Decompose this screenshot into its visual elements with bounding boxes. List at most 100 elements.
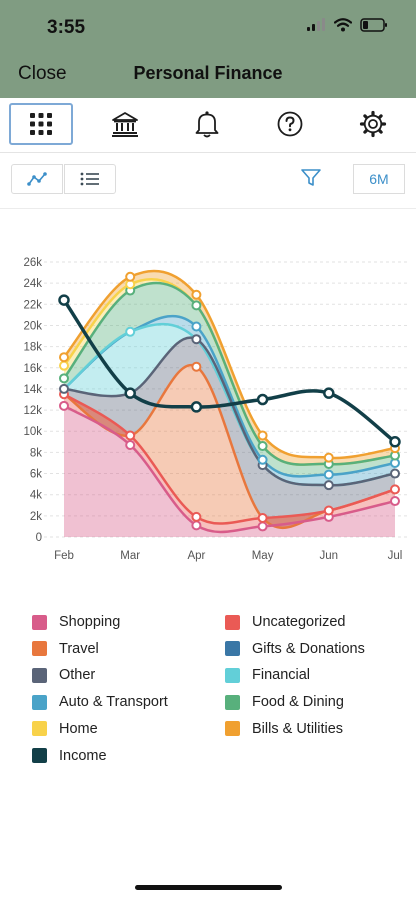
income-point[interactable] xyxy=(323,387,335,399)
area-food-dining xyxy=(64,283,395,477)
y-tick-label: 20k xyxy=(23,320,42,332)
y-tick-label: 8k xyxy=(30,447,42,459)
status-icons xyxy=(306,18,388,32)
y-tick-label: 26k xyxy=(23,257,42,269)
area-financial xyxy=(64,324,395,486)
data-point[interactable] xyxy=(59,383,69,394)
legend-item[interactable]: Financial xyxy=(225,667,310,683)
data-point[interactable] xyxy=(191,511,202,522)
data-point[interactable] xyxy=(390,468,400,479)
list-icon xyxy=(80,172,99,186)
bell-icon xyxy=(195,111,219,138)
income-point[interactable] xyxy=(190,401,203,413)
legend-swatch xyxy=(225,614,240,630)
y-tick-label: 10k xyxy=(23,426,42,438)
data-point[interactable] xyxy=(257,512,268,523)
time-range-button[interactable]: 6M xyxy=(353,164,405,194)
legend-swatch xyxy=(32,614,47,630)
x-tick-label: Jul xyxy=(388,550,403,562)
data-point[interactable] xyxy=(323,452,334,463)
area-other xyxy=(64,337,395,528)
legend-item[interactable]: Other xyxy=(32,667,95,683)
legend-label: Travel xyxy=(59,640,99,657)
data-point[interactable] xyxy=(390,484,400,495)
legend-swatch xyxy=(32,694,47,710)
income-line xyxy=(62,299,397,444)
list-view-button[interactable] xyxy=(64,164,116,194)
data-point[interactable] xyxy=(257,441,268,452)
income-point[interactable] xyxy=(256,393,269,406)
data-point[interactable] xyxy=(191,321,202,332)
legend-item[interactable]: Bills & Utilities xyxy=(225,721,343,737)
data-point[interactable] xyxy=(257,521,268,532)
legend-swatch xyxy=(225,694,240,710)
y-tick-label: 14k xyxy=(23,384,42,396)
legend-swatch xyxy=(32,667,47,683)
y-tick-label: 18k xyxy=(23,342,42,354)
legend-item[interactable]: Gifts & Donations xyxy=(225,641,365,657)
line-chart-icon xyxy=(27,172,47,186)
legend-item[interactable]: Home xyxy=(32,721,98,737)
data-point[interactable] xyxy=(125,271,136,282)
income-point[interactable] xyxy=(58,294,70,306)
x-tick-label: Jun xyxy=(320,550,339,562)
legend-swatch xyxy=(32,641,47,657)
grid-icon xyxy=(30,113,52,135)
legend-swatch xyxy=(32,721,47,737)
data-point[interactable] xyxy=(257,454,268,465)
legend-label: Shopping xyxy=(59,614,121,630)
data-point[interactable] xyxy=(323,505,334,516)
legend-label: Bills & Utilities xyxy=(252,720,344,737)
legend-label: Gifts & Donations xyxy=(252,640,365,657)
legend-item[interactable]: Travel xyxy=(32,641,99,657)
data-point[interactable] xyxy=(125,326,136,337)
data-point[interactable] xyxy=(59,400,69,411)
legend-label: Auto & Transport xyxy=(59,694,168,711)
legend-item[interactable]: Auto & Transport xyxy=(32,694,168,710)
income-point[interactable] xyxy=(124,387,136,399)
data-point[interactable] xyxy=(59,352,69,363)
finance-area-chart: 0 2k 4k 6k 8k 10k 12k 14k 16k 18k 20k 22k 24k 26k Feb M… xyxy=(23,257,410,562)
x-tick-label: May xyxy=(252,550,274,562)
filter-icon xyxy=(301,169,321,186)
data-point[interactable] xyxy=(59,360,69,371)
y-tick-label: 12k xyxy=(23,405,42,417)
data-point[interactable] xyxy=(191,520,202,531)
income-point[interactable] xyxy=(389,436,401,448)
signal-icon xyxy=(307,18,325,31)
tab-settings[interactable] xyxy=(341,103,405,145)
legend-label: Food & Dining xyxy=(252,694,344,711)
data-point[interactable] xyxy=(59,373,69,384)
y-tick-label: 22k xyxy=(23,299,42,311)
legend-swatch xyxy=(32,748,47,763)
data-point[interactable] xyxy=(125,430,136,441)
tab-accounts[interactable] xyxy=(93,103,157,145)
data-point[interactable] xyxy=(323,469,334,480)
legend-item[interactable]: Income xyxy=(32,748,107,764)
chart-view-button[interactable] xyxy=(11,164,63,194)
tab-dashboard[interactable] xyxy=(9,103,73,145)
data-point[interactable] xyxy=(390,496,400,507)
data-point[interactable] xyxy=(191,334,202,345)
data-point[interactable] xyxy=(191,361,202,372)
legend-label: Financial xyxy=(252,667,311,684)
data-point[interactable] xyxy=(323,480,334,491)
legend-label: Home xyxy=(59,720,98,737)
close-button[interactable]: Close xyxy=(18,63,67,84)
data-point[interactable] xyxy=(125,439,136,450)
y-tick-label: 4k xyxy=(30,490,42,502)
status-time: 3:55 xyxy=(47,17,86,38)
legend-item[interactable]: Shopping xyxy=(32,614,120,630)
tab-help[interactable] xyxy=(258,103,322,145)
tab-notifications[interactable] xyxy=(175,103,239,145)
data-point[interactable] xyxy=(191,300,202,311)
data-point[interactable] xyxy=(257,430,268,441)
filter-button[interactable] xyxy=(300,168,322,193)
legend-label: Other xyxy=(59,667,96,684)
y-tick-label: 2k xyxy=(30,511,42,523)
y-tick-label: 16k xyxy=(23,363,42,375)
legend-item[interactable]: Food & Dining xyxy=(225,694,344,710)
legend-item[interactable]: Uncategorized xyxy=(225,614,346,630)
data-point[interactable] xyxy=(191,289,202,300)
battery-icon xyxy=(360,18,387,32)
